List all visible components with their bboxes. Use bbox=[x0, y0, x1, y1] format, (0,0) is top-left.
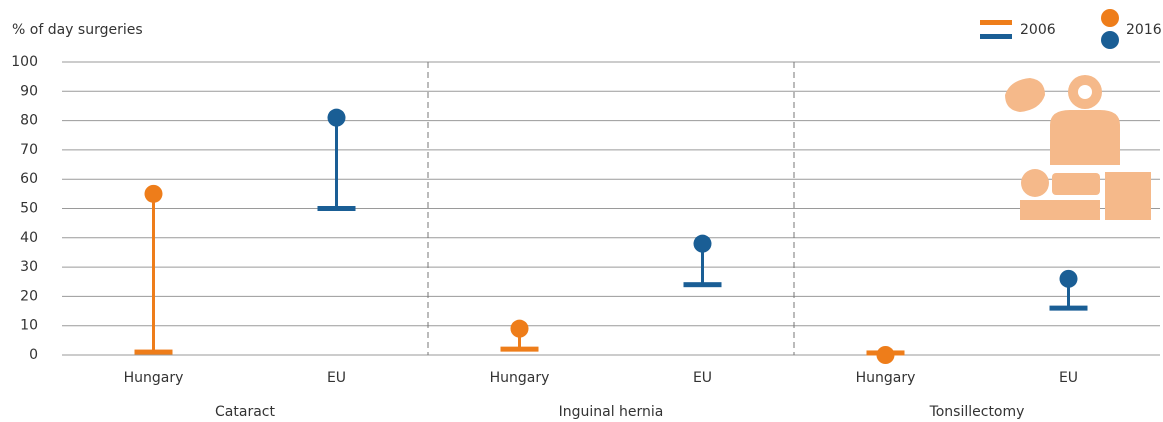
end-marker bbox=[876, 346, 895, 364]
legend-swatch bbox=[1101, 9, 1119, 27]
start-marker bbox=[500, 346, 539, 352]
y-tick-label: 100 bbox=[11, 54, 38, 70]
legend-label: 2016 bbox=[1126, 22, 1162, 38]
x-tick-label: Hungary bbox=[490, 370, 550, 386]
legend-swatch bbox=[980, 34, 1012, 39]
y-tick-label: 70 bbox=[20, 142, 38, 158]
start-marker bbox=[134, 349, 173, 355]
illustration bbox=[1005, 75, 1151, 220]
legend-label: 2006 bbox=[1020, 22, 1056, 38]
x-tick-label: EU bbox=[1059, 370, 1078, 386]
y-tick-label: 80 bbox=[20, 113, 38, 129]
end-marker bbox=[510, 319, 529, 338]
x-tick-label: EU bbox=[327, 370, 346, 386]
x-tick-label: Hungary bbox=[856, 370, 916, 386]
y-axis-label: % of day surgeries bbox=[12, 22, 143, 38]
end-marker bbox=[327, 108, 346, 127]
legend: 2006 2016 bbox=[980, 9, 1162, 49]
end-marker bbox=[693, 234, 712, 253]
x-tick-label: EU bbox=[693, 370, 712, 386]
legend-swatch bbox=[1101, 31, 1119, 49]
y-tick-label: 40 bbox=[20, 230, 38, 246]
end-marker bbox=[1059, 269, 1078, 288]
y-tick-label: 50 bbox=[20, 201, 38, 217]
y-tick-label: 30 bbox=[20, 259, 38, 275]
end-marker bbox=[144, 184, 163, 203]
y-tick-label: 20 bbox=[20, 288, 38, 304]
start-marker bbox=[1049, 305, 1088, 311]
start-marker bbox=[317, 206, 356, 211]
y-tick-label: 10 bbox=[20, 318, 38, 334]
y-tick-label: 90 bbox=[20, 83, 38, 99]
legend-swatch bbox=[980, 20, 1012, 25]
y-tick-label: 0 bbox=[29, 347, 38, 363]
x-tick-label: Hungary bbox=[124, 370, 184, 386]
y-tick-label: 60 bbox=[20, 171, 38, 187]
group-label: Cataract bbox=[215, 404, 275, 420]
group-label: Tonsillectomy bbox=[929, 404, 1025, 420]
start-marker bbox=[683, 282, 722, 288]
group-label: Inguinal hernia bbox=[559, 404, 664, 420]
